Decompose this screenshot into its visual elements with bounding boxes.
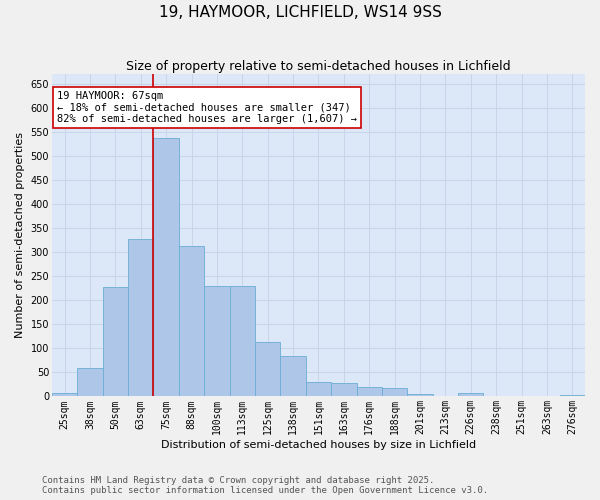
Bar [382, 388, 407, 396]
Bar [255, 342, 280, 396]
Bar [204, 286, 230, 397]
X-axis label: Distribution of semi-detached houses by size in Lichfield: Distribution of semi-detached houses by … [161, 440, 476, 450]
Title: Size of property relative to semi-detached houses in Lichfield: Size of property relative to semi-detach… [126, 60, 511, 73]
Bar [52, 392, 77, 396]
Text: 19, HAYMOOR, LICHFIELD, WS14 9SS: 19, HAYMOOR, LICHFIELD, WS14 9SS [158, 5, 442, 20]
Bar [407, 394, 433, 396]
Bar [331, 384, 356, 396]
Bar [103, 287, 128, 397]
Y-axis label: Number of semi-detached properties: Number of semi-detached properties [15, 132, 25, 338]
Bar [179, 246, 204, 396]
Bar [306, 382, 331, 396]
Bar [154, 138, 179, 396]
Bar [458, 392, 484, 396]
Bar [560, 395, 585, 396]
Bar [230, 286, 255, 397]
Bar [77, 368, 103, 396]
Text: 19 HAYMOOR: 67sqm
← 18% of semi-detached houses are smaller (347)
82% of semi-de: 19 HAYMOOR: 67sqm ← 18% of semi-detached… [57, 91, 357, 124]
Bar [280, 356, 306, 397]
Bar [128, 238, 154, 396]
Bar [356, 387, 382, 396]
Text: Contains HM Land Registry data © Crown copyright and database right 2025.
Contai: Contains HM Land Registry data © Crown c… [42, 476, 488, 495]
